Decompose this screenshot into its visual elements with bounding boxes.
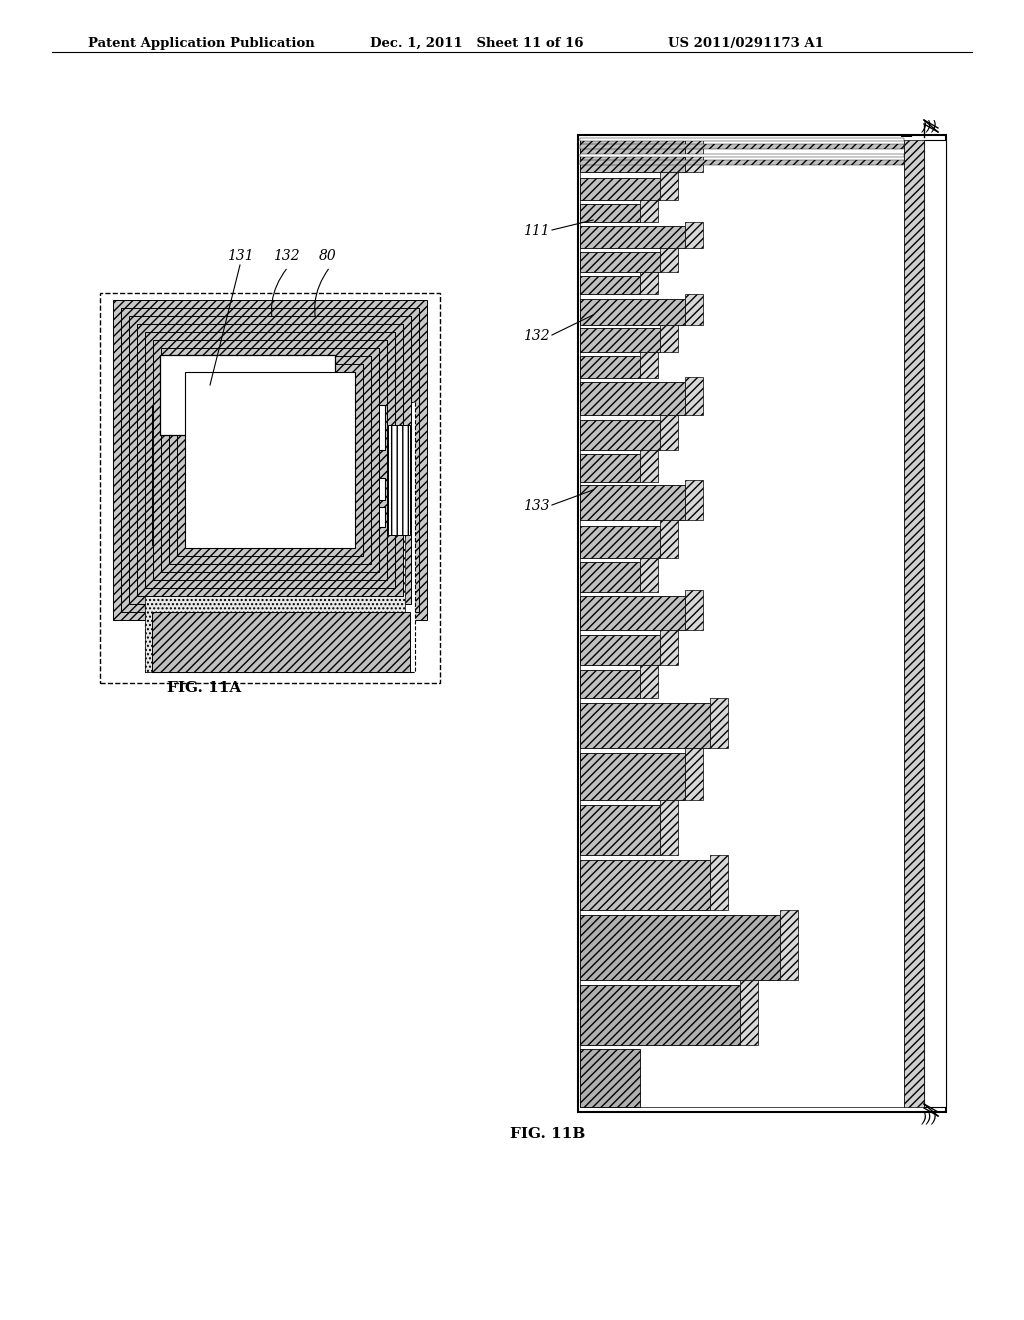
Bar bbox=[100, 293, 440, 682]
Bar bbox=[129, 315, 411, 605]
Text: 132: 132 bbox=[523, 329, 550, 343]
Bar bbox=[660, 630, 678, 665]
Bar bbox=[580, 597, 685, 630]
Bar bbox=[580, 252, 660, 272]
Bar bbox=[640, 201, 658, 222]
Bar bbox=[640, 272, 658, 294]
Bar bbox=[685, 590, 703, 630]
Bar bbox=[145, 403, 415, 672]
Bar bbox=[160, 355, 335, 436]
Bar bbox=[145, 437, 406, 672]
Bar bbox=[660, 172, 678, 201]
Bar bbox=[580, 205, 640, 222]
Bar bbox=[685, 480, 703, 520]
Bar bbox=[780, 909, 798, 979]
Bar bbox=[580, 154, 904, 157]
Bar bbox=[904, 140, 924, 1107]
Bar bbox=[230, 507, 385, 527]
Bar bbox=[578, 135, 946, 1111]
Bar bbox=[685, 294, 703, 325]
Bar bbox=[580, 420, 660, 450]
Text: 111: 111 bbox=[523, 224, 550, 238]
Bar bbox=[580, 985, 740, 1045]
Bar bbox=[185, 372, 355, 548]
Bar bbox=[685, 140, 703, 172]
Bar bbox=[580, 704, 710, 748]
Bar bbox=[640, 450, 658, 482]
Bar bbox=[640, 558, 658, 591]
Bar bbox=[660, 248, 678, 272]
Bar bbox=[113, 300, 427, 620]
Bar bbox=[580, 178, 660, 201]
Bar bbox=[230, 405, 385, 450]
Bar bbox=[580, 752, 685, 800]
Bar bbox=[580, 140, 685, 172]
Bar bbox=[580, 915, 780, 979]
Bar bbox=[145, 333, 395, 587]
Bar bbox=[388, 425, 410, 535]
Bar bbox=[152, 405, 220, 475]
Bar bbox=[580, 525, 660, 558]
Bar bbox=[640, 665, 658, 698]
Bar bbox=[580, 356, 640, 378]
Bar bbox=[580, 381, 685, 414]
Bar bbox=[230, 478, 385, 500]
Bar bbox=[580, 327, 660, 352]
Bar bbox=[640, 352, 658, 378]
Bar bbox=[580, 671, 640, 698]
Bar bbox=[580, 160, 904, 165]
Text: 131: 131 bbox=[226, 249, 253, 263]
Text: FIG. 11B: FIG. 11B bbox=[510, 1127, 586, 1140]
Bar bbox=[121, 308, 419, 612]
Bar bbox=[285, 490, 365, 512]
Bar bbox=[710, 855, 728, 909]
Bar bbox=[161, 348, 379, 572]
Bar bbox=[152, 612, 410, 672]
Bar bbox=[660, 520, 678, 558]
Text: FIG. 11A: FIG. 11A bbox=[167, 681, 242, 696]
Text: ))): ))) bbox=[922, 1111, 938, 1126]
Bar bbox=[152, 459, 278, 545]
Text: Dec. 1, 2011   Sheet 11 of 16: Dec. 1, 2011 Sheet 11 of 16 bbox=[370, 37, 584, 50]
Bar bbox=[660, 800, 678, 855]
Bar bbox=[740, 979, 758, 1045]
Bar bbox=[580, 635, 660, 665]
Bar bbox=[685, 222, 703, 248]
Bar bbox=[285, 451, 365, 480]
Bar bbox=[580, 144, 904, 149]
Text: 80: 80 bbox=[319, 249, 337, 263]
Text: Patent Application Publication: Patent Application Publication bbox=[88, 37, 314, 50]
Bar bbox=[580, 300, 685, 325]
Bar bbox=[230, 535, 340, 550]
Bar bbox=[177, 364, 362, 556]
Bar bbox=[580, 276, 640, 294]
Bar bbox=[924, 140, 946, 1107]
Text: 132: 132 bbox=[272, 249, 299, 263]
Bar bbox=[685, 378, 703, 414]
Bar bbox=[580, 139, 904, 141]
Text: US 2011/0291173 A1: US 2011/0291173 A1 bbox=[668, 37, 824, 50]
Bar bbox=[137, 323, 403, 597]
Bar bbox=[580, 1049, 640, 1107]
Bar bbox=[580, 226, 685, 248]
Bar bbox=[710, 698, 728, 748]
Bar bbox=[580, 454, 640, 482]
Bar bbox=[580, 861, 710, 909]
Text: 133: 133 bbox=[523, 499, 550, 513]
Bar bbox=[580, 805, 660, 855]
Bar bbox=[169, 356, 371, 564]
Bar bbox=[580, 484, 685, 520]
Text: ))): ))) bbox=[922, 119, 938, 133]
Bar bbox=[580, 562, 640, 591]
Bar bbox=[580, 140, 904, 1107]
Bar bbox=[685, 748, 703, 800]
Bar bbox=[660, 414, 678, 450]
Bar bbox=[660, 325, 678, 352]
Bar bbox=[153, 341, 387, 579]
